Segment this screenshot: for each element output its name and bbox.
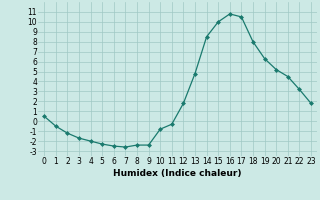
- X-axis label: Humidex (Indice chaleur): Humidex (Indice chaleur): [113, 169, 242, 178]
